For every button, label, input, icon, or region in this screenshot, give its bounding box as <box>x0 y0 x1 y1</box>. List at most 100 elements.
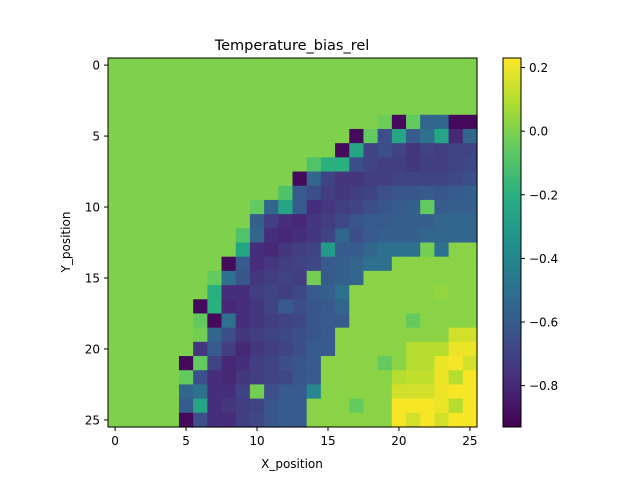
heatmap-cell <box>164 214 180 229</box>
heatmap-cell <box>264 412 279 428</box>
heatmap-cell <box>306 327 322 343</box>
heatmap-cell <box>406 356 421 371</box>
y-axis-label: Y_position <box>59 212 73 274</box>
heatmap-cell <box>221 100 237 116</box>
heatmap-cell <box>221 228 237 244</box>
heatmap-cell <box>108 370 123 386</box>
heatmap-cell <box>335 114 350 130</box>
heatmap-cell <box>363 370 379 386</box>
colorbar-tick-label: −0.8 <box>529 379 558 393</box>
heatmap-cell <box>363 299 379 315</box>
heatmap-cell <box>164 228 180 244</box>
heatmap-cell <box>448 313 464 329</box>
heatmap-cell <box>462 143 478 158</box>
heatmap-cell <box>448 299 464 315</box>
heatmap-cell <box>377 242 393 258</box>
heatmap-cell <box>434 58 450 73</box>
heatmap-cell <box>320 185 336 201</box>
heatmap-cell <box>278 285 294 300</box>
heatmap-cell <box>150 72 166 87</box>
heatmap-cell <box>249 114 265 130</box>
heatmap-cell <box>150 270 166 286</box>
heatmap-cell <box>108 398 123 414</box>
heatmap-cell <box>349 58 365 73</box>
heatmap-cell <box>434 384 450 400</box>
heatmap-cell <box>278 370 294 386</box>
heatmap-cell <box>264 313 279 329</box>
heatmap-cell <box>406 398 421 414</box>
heatmap-cell <box>292 356 308 371</box>
heatmap-cell <box>178 412 194 428</box>
heatmap-cell <box>448 256 464 272</box>
heatmap-cell <box>249 185 265 201</box>
heatmap-cell <box>207 214 223 229</box>
heatmap-cell <box>249 356 265 371</box>
heatmap-cell <box>235 398 251 414</box>
heatmap-cell <box>448 285 464 300</box>
heatmap-cell <box>420 72 436 87</box>
heatmap-cell <box>363 242 379 258</box>
heatmap-cell <box>193 327 208 343</box>
heatmap-cell <box>122 356 137 371</box>
heatmap-cell <box>136 370 152 386</box>
heatmap-cell <box>122 228 137 244</box>
heatmap-cell <box>164 299 180 315</box>
heatmap-cell <box>235 341 251 357</box>
heatmap-cell <box>462 384 478 400</box>
heatmap-cell <box>306 256 322 272</box>
heatmap-cell <box>320 299 336 315</box>
heatmap-cell <box>193 72 208 87</box>
heatmap-cell <box>108 242 123 258</box>
heatmap-cell <box>320 72 336 87</box>
heatmap-cell <box>235 256 251 272</box>
heatmap-cell <box>434 313 450 329</box>
heatmap-cell <box>249 270 265 286</box>
heatmap-cell <box>278 157 294 173</box>
heatmap-cell <box>164 356 180 371</box>
heatmap-cell <box>264 128 279 144</box>
heatmap-cell <box>391 242 407 258</box>
heatmap-cell <box>249 72 265 87</box>
heatmap-cell <box>406 412 421 428</box>
heatmap-cell <box>320 356 336 371</box>
heatmap-cell <box>462 242 478 258</box>
heatmap-cell <box>420 356 436 371</box>
heatmap-cell <box>136 128 152 144</box>
heatmap-cell <box>278 128 294 144</box>
heatmap-cell <box>391 341 407 357</box>
heatmap-cell <box>207 313 223 329</box>
heatmap-cell <box>122 299 137 315</box>
heatmap-cell <box>335 128 350 144</box>
heatmap-cell <box>264 114 279 130</box>
heatmap-cell <box>448 185 464 201</box>
heatmap-cell <box>377 157 393 173</box>
heatmap-cell <box>136 270 152 286</box>
heatmap-cell <box>434 199 450 215</box>
heatmap-cell <box>335 86 350 102</box>
colorbar-tick-label: −0.4 <box>529 252 558 266</box>
heatmap-cell <box>221 412 237 428</box>
heatmap-cell <box>292 313 308 329</box>
heatmap-cell <box>164 100 180 116</box>
heatmap-cell <box>122 86 137 102</box>
heatmap-cell <box>335 285 350 300</box>
heatmap-cell <box>150 242 166 258</box>
heatmap-cell <box>207 370 223 386</box>
heatmap-cell <box>377 228 393 244</box>
heatmap-cell <box>249 143 265 158</box>
heatmap-cell <box>264 285 279 300</box>
heatmap-cell <box>136 242 152 258</box>
heatmap-cell <box>391 143 407 158</box>
heatmap-cell <box>320 313 336 329</box>
heatmap-cell <box>406 171 421 187</box>
heatmap-cell <box>108 412 123 428</box>
heatmap-cell <box>391 228 407 244</box>
heatmap-cell <box>363 143 379 158</box>
heatmap-cell <box>349 356 365 371</box>
heatmap-cell <box>335 242 350 258</box>
heatmap-cell <box>377 299 393 315</box>
heatmap-cell <box>434 157 450 173</box>
heatmap-cell <box>349 100 365 116</box>
heatmap-cell <box>420 171 436 187</box>
heatmap-cell <box>434 100 450 116</box>
